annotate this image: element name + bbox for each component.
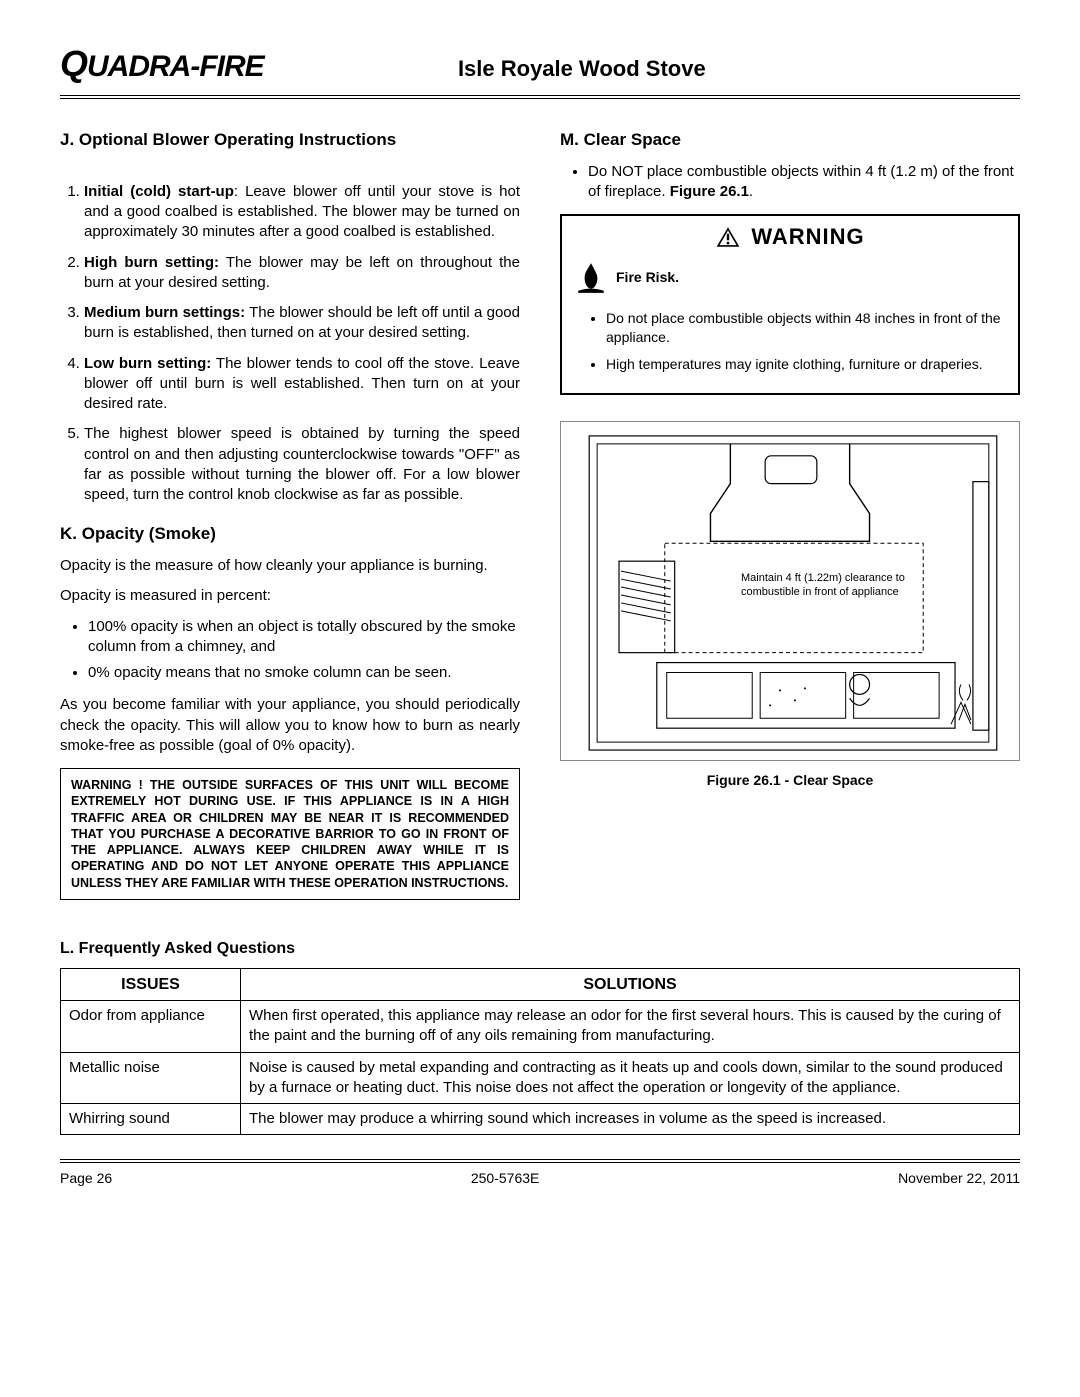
figure-caption: Figure 26.1 - Clear Space xyxy=(560,771,1020,790)
list-item: Medium burn settings: The blower should … xyxy=(84,303,520,344)
figure-note: Maintain 4 ft (1.22m) clearance to combu… xyxy=(741,572,941,598)
product-title: Isle Royale Wood Stove xyxy=(304,54,860,84)
inline-warning-box: WARNING ! THE OUTSIDE SURFACES OF THIS U… xyxy=(60,768,520,900)
table-row: Whirring sound The blower may produce a … xyxy=(61,1104,1020,1135)
brand-logo: QUADRA-FIRE xyxy=(60,40,264,89)
table-header-row: ISSUES SOLUTIONS xyxy=(61,968,1020,1001)
list-item: High burn setting: The blower may be lef… xyxy=(84,253,520,294)
list-item: Low burn setting: The blower tends to co… xyxy=(84,354,520,415)
list-item: High temperatures may ignite clothing, f… xyxy=(606,355,1002,374)
section-m-title: M. Clear Space xyxy=(560,129,1020,152)
list-item: Initial (cold) start-up: Leave blower of… xyxy=(84,182,520,243)
fire-icon xyxy=(574,261,608,295)
list-item: Do NOT place combustible objects within … xyxy=(588,162,1020,203)
section-k-para1: Opacity is the measure of how cleanly yo… xyxy=(60,556,520,576)
section-k-para2: Opacity is measured in percent: xyxy=(60,586,520,606)
section-j-title: J. Optional Blower Operating Instruction… xyxy=(60,129,520,152)
warning-subtitle: Fire Risk. xyxy=(616,268,679,287)
list-item: 0% opacity means that no smoke column ca… xyxy=(88,663,520,683)
list-item: The highest blower speed is obtained by … xyxy=(84,424,520,505)
cell-issue: Odor from appliance xyxy=(61,1001,241,1053)
table-row: Metallic noise Noise is caused by metal … xyxy=(61,1052,1020,1104)
warning-title: WARNING xyxy=(751,222,864,252)
brand-text: UADRA-FIRE xyxy=(87,50,264,83)
section-k-para3: As you become familiar with your applian… xyxy=(60,695,520,756)
list-item: Do not place combustible objects within … xyxy=(606,309,1002,347)
footer-page: Page 26 xyxy=(60,1169,112,1188)
lead: Initial (cold) start-up xyxy=(84,183,234,200)
warning-panel: WARNING Fire Risk. Do not place combusti… xyxy=(560,214,1020,395)
footer-date: November 22, 2011 xyxy=(898,1169,1020,1188)
col-header-solutions: SOLUTIONS xyxy=(241,968,1020,1001)
col-header-issues: ISSUES xyxy=(61,968,241,1001)
text: The highest blower speed is obtained by … xyxy=(84,425,520,503)
lead: Medium burn settings: xyxy=(84,304,245,321)
figure-ref: Figure 26.1 xyxy=(670,183,749,200)
figure-clear-space: Maintain 4 ft (1.22m) clearance to combu… xyxy=(560,421,1020,761)
content-columns: J. Optional Blower Operating Instruction… xyxy=(60,129,1020,920)
list-item: 100% opacity is when an object is totall… xyxy=(88,617,520,658)
warning-subtitle-row: Fire Risk. xyxy=(562,256,1018,301)
table-row: Odor from appliance When first operated,… xyxy=(61,1001,1020,1053)
lead: Low burn setting: xyxy=(84,355,211,372)
warning-items: Do not place combustible objects within … xyxy=(562,301,1018,394)
text: Do NOT place combustible objects within … xyxy=(588,163,1014,200)
section-k-bullets: 100% opacity is when an object is totall… xyxy=(60,617,520,684)
cell-solution: The blower may produce a whirring sound … xyxy=(241,1104,1020,1135)
lead: High burn setting: xyxy=(84,254,219,271)
cell-solution: When first operated, this appliance may … xyxy=(241,1001,1020,1053)
section-m-bullets: Do NOT place combustible objects within … xyxy=(560,162,1020,203)
right-column: M. Clear Space Do NOT place combustible … xyxy=(560,129,1020,920)
cell-issue: Whirring sound xyxy=(61,1104,241,1135)
page-header: QUADRA-FIRE Isle Royale Wood Stove xyxy=(60,40,1020,99)
section-j-list: Initial (cold) start-up: Leave blower of… xyxy=(60,182,520,506)
warning-title-row: WARNING xyxy=(562,216,1018,256)
faq-table: ISSUES SOLUTIONS Odor from appliance Whe… xyxy=(60,968,1020,1136)
footer-docno: 250-5763E xyxy=(471,1169,540,1188)
section-k-title: K. Opacity (Smoke) xyxy=(60,523,520,546)
cell-issue: Metallic noise xyxy=(61,1052,241,1104)
left-column: J. Optional Blower Operating Instruction… xyxy=(60,129,520,920)
alert-triangle-icon xyxy=(715,225,741,249)
section-l-title: L. Frequently Asked Questions xyxy=(60,938,1020,960)
page-footer: Page 26 250-5763E November 22, 2011 xyxy=(60,1159,1020,1188)
cell-solution: Noise is caused by metal expanding and c… xyxy=(241,1052,1020,1104)
